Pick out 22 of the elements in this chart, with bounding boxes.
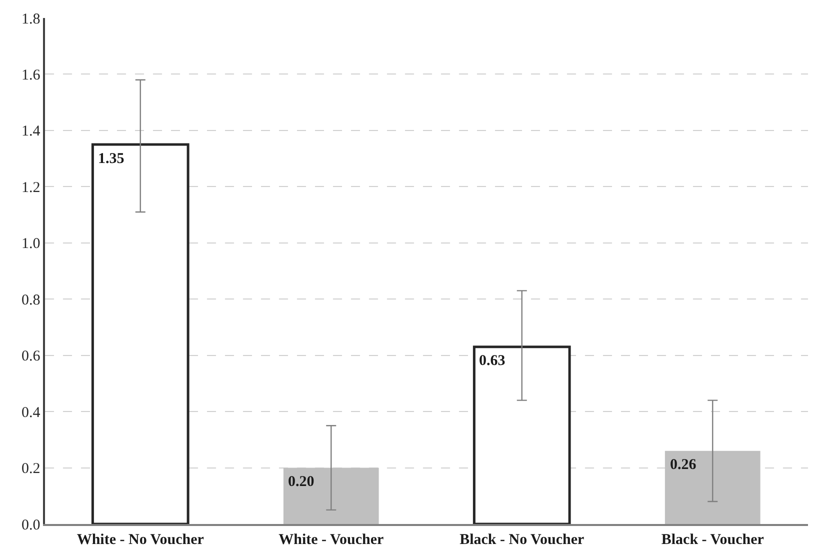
data-label: 0.26 bbox=[670, 457, 697, 473]
y-tick-label: 1.0 bbox=[22, 236, 40, 252]
y-tick-label: 0.4 bbox=[22, 404, 41, 421]
x-tick-label: White - Voucher bbox=[278, 532, 384, 548]
bar bbox=[472, 346, 571, 524]
x-tick-label: White - No Voucher bbox=[76, 532, 204, 548]
bar bbox=[91, 143, 190, 524]
data-label: 1.35 bbox=[98, 151, 124, 167]
y-tick-label: 1.2 bbox=[22, 180, 40, 196]
x-tick-label: Black - No Voucher bbox=[460, 532, 585, 548]
y-tick-label: 1.6 bbox=[22, 67, 41, 84]
y-tick-label: 0.6 bbox=[22, 348, 41, 365]
data-label: 0.63 bbox=[479, 353, 506, 369]
bar bbox=[664, 450, 760, 524]
x-tick-label: Black - Voucher bbox=[661, 532, 764, 548]
y-tick-label: 1.4 bbox=[22, 124, 41, 140]
y-tick-label: 0.0 bbox=[22, 517, 40, 534]
data-label: 0.20 bbox=[288, 474, 314, 490]
y-tick-label: 1.8 bbox=[22, 11, 40, 28]
y-tick-label: 0.8 bbox=[22, 292, 40, 308]
y-tick-label: 0.2 bbox=[22, 461, 40, 478]
bar bbox=[283, 468, 379, 524]
